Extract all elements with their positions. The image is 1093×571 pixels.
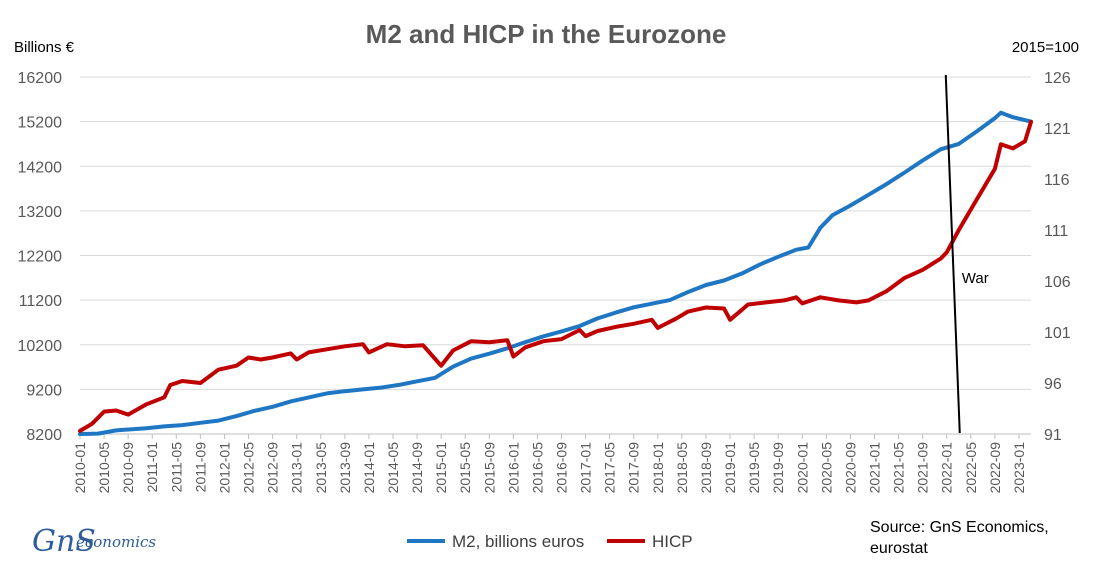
logo: GnS economics xyxy=(32,524,156,559)
x-tick-label: 2022-05 xyxy=(963,442,979,494)
x-tick-label: 2011-09 xyxy=(192,442,208,493)
y-left-tick-label: 8200 xyxy=(26,427,62,444)
legend-label-m2: M2, billions euros xyxy=(452,532,584,551)
x-tick-label: 2011-01 xyxy=(144,442,160,493)
x-tick-label: 2016-09 xyxy=(554,442,570,494)
y-right-tick-label: 111 xyxy=(1044,223,1068,240)
x-tick-label: 2014-09 xyxy=(409,442,425,494)
y-right-tick-label: 96 xyxy=(1044,376,1062,393)
x-tick-label: 2010-01 xyxy=(72,442,88,494)
x-tick-label: 2022-01 xyxy=(939,442,955,494)
source-line-2: eurostat xyxy=(870,540,928,557)
x-tick-label: 2014-01 xyxy=(361,442,377,494)
x-tick-label: 2019-05 xyxy=(746,442,762,494)
logo-sub-text: economics xyxy=(76,533,156,551)
y-left-tick-label: 15200 xyxy=(18,115,63,132)
x-tick-label: 2015-01 xyxy=(433,442,449,494)
series-line-hicp xyxy=(78,119,1033,433)
left-axis-ticks: 16200 15200 14200 13200 12200 11200 10200 9200 8… xyxy=(18,70,63,444)
x-tick-label: 2020-01 xyxy=(794,442,810,494)
x-tick-label: 2013-09 xyxy=(337,442,353,494)
y-right-tick-label: 126 xyxy=(1044,70,1071,87)
y-left-tick-label: 9200 xyxy=(26,382,62,399)
x-tick-label: 2018-01 xyxy=(650,442,666,494)
x-tick-label: 2020-09 xyxy=(842,442,858,494)
x-tick-label: 2012-01 xyxy=(216,442,232,494)
series-lines xyxy=(78,110,1033,436)
y-right-tick-label: 91 xyxy=(1044,427,1062,444)
y-right-tick-label: 121 xyxy=(1044,121,1071,138)
x-tick-label: 2013-05 xyxy=(313,442,329,494)
source-line-1: Source: GnS Economics, xyxy=(870,519,1049,536)
x-tick-label: 2023-01 xyxy=(1011,442,1027,494)
legend-label-hicp: HICP xyxy=(652,532,693,551)
x-tick-label: 2021-01 xyxy=(867,442,883,494)
x-tick-label: 2017-05 xyxy=(602,442,618,494)
x-tick-label: 2012-09 xyxy=(265,442,281,494)
right-axis-unit: 2015=100 xyxy=(1012,39,1079,56)
chart-title: M2 and HICP in the Eurozone xyxy=(366,19,727,49)
x-tick-label: 2010-05 xyxy=(96,442,112,494)
x-tick-label: 2014-05 xyxy=(385,442,401,494)
y-left-tick-label: 13200 xyxy=(18,204,63,221)
logo-main-text: GnS xyxy=(32,524,96,559)
y-left-tick-label: 12200 xyxy=(18,249,63,266)
y-left-tick-label: 11200 xyxy=(19,293,62,310)
x-tick-label: 2017-01 xyxy=(578,442,594,494)
y-right-tick-label: 116 xyxy=(1044,172,1070,189)
x-tick-label: 2016-01 xyxy=(505,442,521,494)
left-axis-unit: Billions € xyxy=(14,39,75,56)
x-tick-label: 2011-05 xyxy=(168,442,184,493)
x-tick-label: 2018-09 xyxy=(698,442,714,494)
x-axis-ticks: 2010-01 2010-05 2010-09 2011-01 2011-05 2011-… xyxy=(72,433,1031,494)
war-marker-line xyxy=(944,74,961,434)
x-tick-label: 2017-09 xyxy=(626,442,642,494)
war-annotation-label: War xyxy=(962,270,989,287)
x-tick-label: 2015-09 xyxy=(481,442,497,494)
y-right-tick-label: 101 xyxy=(1044,325,1071,342)
annotations: War xyxy=(944,74,989,434)
x-tick-label: 2018-05 xyxy=(674,442,690,494)
x-tick-label: 2020-05 xyxy=(818,442,834,494)
gridlines xyxy=(80,76,1031,435)
x-tick-label: 2013-01 xyxy=(289,442,305,494)
y-left-tick-label: 14200 xyxy=(18,159,63,176)
y-right-tick-label: 106 xyxy=(1044,274,1071,291)
y-left-tick-label: 10200 xyxy=(18,338,63,355)
x-tick-label: 2010-09 xyxy=(120,442,136,494)
series-line-m2 xyxy=(78,110,1033,436)
x-tick-label: 2012-05 xyxy=(241,442,257,494)
x-tick-label: 2016-05 xyxy=(529,442,545,494)
x-tick-label: 2015-05 xyxy=(457,442,473,494)
right-axis-ticks: 126 121 116 111 106 101 96 91 xyxy=(1044,70,1071,444)
x-tick-label: 2019-09 xyxy=(770,442,786,494)
x-tick-label: 2019-01 xyxy=(722,442,738,494)
x-tick-label: 2021-05 xyxy=(891,442,907,494)
y-left-tick-label: 16200 xyxy=(18,70,63,87)
legend: M2, billions euros HICP xyxy=(407,532,693,551)
x-tick-label: 2022-09 xyxy=(987,442,1003,494)
x-tick-label: 2021-09 xyxy=(915,442,931,494)
